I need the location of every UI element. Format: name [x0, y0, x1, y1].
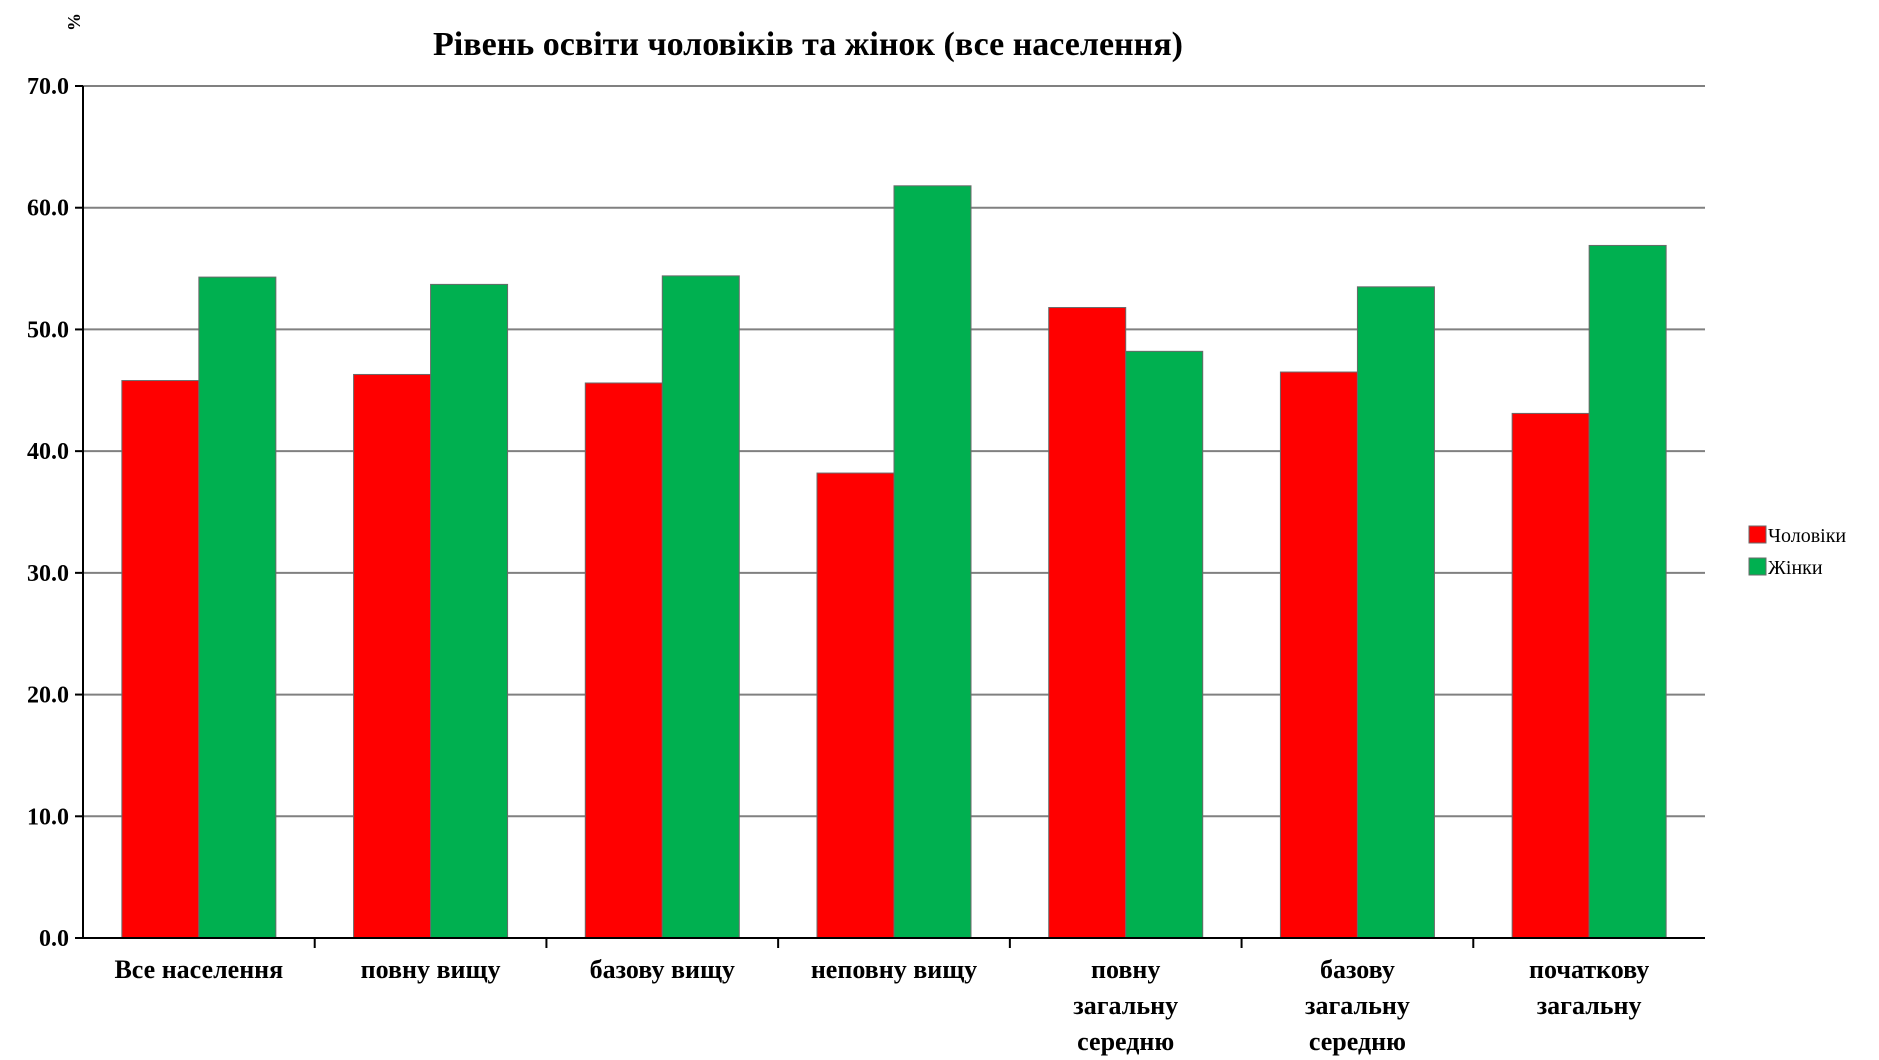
x-category-label: загальну	[1537, 991, 1642, 1020]
y-tick-label: 70.0	[27, 74, 69, 100]
bar-men	[353, 373, 432, 939]
y-tick-label: 40.0	[27, 439, 69, 465]
legend: Чоловіки Жінки	[1748, 525, 1846, 579]
bar-women	[661, 275, 740, 939]
bar-women	[430, 283, 509, 939]
bar-men	[1048, 307, 1127, 939]
y-tick-label: 30.0	[27, 561, 69, 587]
bar-women	[1588, 244, 1667, 939]
bar-women	[893, 185, 972, 939]
y-tick-label: 10.0	[27, 804, 69, 830]
y-tick-label: 20.0	[27, 683, 69, 709]
y-tick-labels: 0.0 10.0 20.0 30.0 40.0 50.0 60.0 70.0	[27, 74, 69, 952]
x-category-label: загальну	[1305, 991, 1410, 1020]
x-category-labels: Все населення повну вищу базову вищу неповн…	[114, 955, 1649, 1056]
legend-swatch	[1748, 557, 1767, 576]
bar-women	[1125, 350, 1204, 939]
bar-men	[816, 472, 895, 939]
y-tick-label: 50.0	[27, 317, 69, 343]
x-category-label: базову вищу	[590, 955, 735, 984]
chart-title: Рівень освіти чоловіків та жінок (все на…	[433, 26, 1183, 63]
bar-men	[1279, 371, 1358, 939]
y-axis-unit-label: %	[64, 13, 84, 31]
x-category-label: повну	[1091, 955, 1160, 984]
y-tick-label: 0.0	[39, 926, 69, 952]
bar-women	[198, 276, 277, 939]
bar-men	[1511, 412, 1590, 939]
x-category-label: середню	[1077, 1027, 1174, 1056]
x-category-label: базову	[1320, 955, 1395, 984]
bars-group	[121, 185, 1667, 939]
legend-label: Жінки	[1768, 557, 1823, 579]
x-category-label: загальну	[1073, 991, 1178, 1020]
y-tick-label: 60.0	[27, 196, 69, 222]
bar-men	[584, 382, 663, 939]
x-category-label: неповну вищу	[811, 955, 977, 984]
legend-swatch	[1748, 525, 1767, 544]
bar-men	[121, 380, 200, 939]
bar-women	[1356, 286, 1435, 939]
x-category-label: початкову	[1529, 955, 1649, 984]
axes	[75, 85, 1705, 948]
x-category-label: повну вищу	[361, 955, 501, 984]
legend-label: Чоловіки	[1768, 525, 1846, 547]
x-category-label: середню	[1309, 1027, 1406, 1056]
x-category-label: Все населення	[114, 955, 283, 984]
